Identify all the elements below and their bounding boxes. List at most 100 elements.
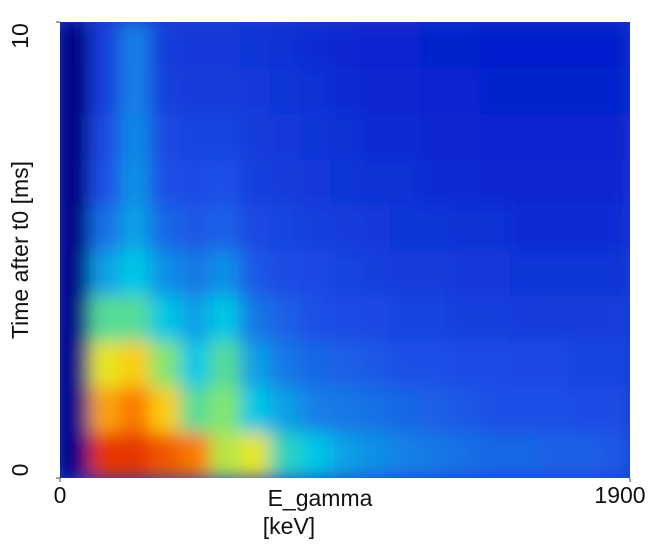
heatmap-cell: [60, 203, 91, 251]
heatmap-cell: [179, 112, 211, 160]
heatmap-cell: [119, 340, 151, 388]
heatmap-cell: [359, 249, 391, 297]
heatmap-cell: [89, 249, 121, 297]
heatmap-cell: [89, 203, 121, 251]
heatmap-cell: [569, 158, 601, 205]
heatmap-cell: [329, 295, 361, 342]
heatmap-cell: [60, 431, 91, 478]
heatmap-cell: [479, 249, 511, 297]
heatmap-cell: [359, 203, 391, 251]
heatmap-cell: [60, 386, 91, 433]
heatmap-cell: [299, 22, 331, 69]
heatmap-cell: [329, 249, 361, 297]
heatmap-cell: [179, 340, 211, 388]
heatmap-cell: [539, 249, 571, 297]
x-axis-label: E_gamma: [268, 485, 373, 511]
heatmap-cell: [89, 386, 121, 433]
heatmap-cell: [599, 158, 630, 205]
heatmap-cell: [599, 386, 630, 433]
heatmap-cell: [479, 340, 511, 388]
heatmap-cell: [449, 203, 481, 251]
heatmap-cell: [239, 158, 271, 205]
heatmap-cell: [539, 431, 571, 478]
heatmap-cell: [269, 203, 301, 251]
heatmap-cell: [449, 295, 481, 342]
heatmap-cell: [599, 67, 630, 114]
heatmap-cell: [509, 431, 541, 478]
heatmap-cell: [209, 249, 241, 297]
heatmap-cell: [419, 203, 451, 251]
heatmap-cell: [539, 340, 571, 388]
heatmap-cell: [389, 112, 421, 160]
heatmap-cell: [479, 203, 511, 251]
x-tick-label: 1900: [594, 482, 645, 508]
heatmap-cell: [149, 249, 181, 297]
heatmap-cell: [449, 67, 481, 114]
heatmap-cell: [119, 158, 151, 205]
heatmap-cell: [449, 249, 481, 297]
heatmap-cell: [209, 22, 241, 69]
heatmap-cell: [419, 67, 451, 114]
heatmap-cell: [269, 158, 301, 205]
heatmap-cell: [299, 67, 331, 114]
heatmap-cell: [239, 340, 271, 388]
heatmap-cell: [449, 112, 481, 160]
heatmap-cell: [269, 22, 301, 69]
heatmap-cell: [209, 112, 241, 160]
heatmap-cell: [239, 386, 271, 433]
heatmap-cell: [149, 431, 181, 478]
heatmap-cell: [539, 386, 571, 433]
heatmap-cell: [509, 112, 541, 160]
heatmap-cell: [269, 431, 301, 478]
heatmap: [60, 22, 630, 478]
heatmap-cell: [329, 203, 361, 251]
heatmap-cell: [569, 112, 601, 160]
heatmap-cell: [479, 158, 511, 205]
heatmap-cell: [119, 203, 151, 251]
heatmap-cell: [119, 386, 151, 433]
heatmap-cell: [329, 340, 361, 388]
heatmap-cell: [60, 67, 91, 114]
heatmap-cell: [479, 295, 511, 342]
heatmap-cell: [569, 22, 601, 69]
heatmap-cell: [119, 112, 151, 160]
heatmap-cell: [209, 203, 241, 251]
heatmap-cell: [329, 386, 361, 433]
heatmap-cell: [479, 22, 511, 69]
heatmap-cell: [149, 203, 181, 251]
heatmap-cell: [569, 431, 601, 478]
heatmap-cell: [209, 340, 241, 388]
heatmap-cell: [539, 295, 571, 342]
heatmap-cell: [179, 67, 211, 114]
heatmap-cell: [389, 203, 421, 251]
heatmap-cell: [479, 112, 511, 160]
heatmap-cell: [89, 295, 121, 342]
heatmap-cell: [209, 295, 241, 342]
heatmap-cell: [149, 112, 181, 160]
heatmap-cell: [239, 112, 271, 160]
heatmap-cell: [119, 67, 151, 114]
heatmap-cell: [149, 22, 181, 69]
heatmap-cell: [60, 249, 91, 297]
heatmap-cell: [569, 386, 601, 433]
heatmap-cell: [359, 431, 391, 478]
heatmap-cell: [60, 112, 91, 160]
heatmap-cell: [60, 340, 91, 388]
heatmap-cell: [599, 340, 630, 388]
heatmap-cell: [269, 340, 301, 388]
heatmap-cell: [149, 386, 181, 433]
heatmap-cell: [89, 431, 121, 478]
heatmap-cell: [539, 203, 571, 251]
heatmap-cell: [179, 295, 211, 342]
heatmap-cell: [569, 203, 601, 251]
heatmap-cell: [239, 67, 271, 114]
heatmap-cell: [149, 67, 181, 114]
heatmap-cell: [239, 249, 271, 297]
heatmap-cell: [299, 112, 331, 160]
heatmap-cell: [239, 22, 271, 69]
heatmap-cell: [359, 295, 391, 342]
heatmap-cell: [389, 295, 421, 342]
heatmap-cell: [449, 340, 481, 388]
heatmap-cell: [239, 295, 271, 342]
